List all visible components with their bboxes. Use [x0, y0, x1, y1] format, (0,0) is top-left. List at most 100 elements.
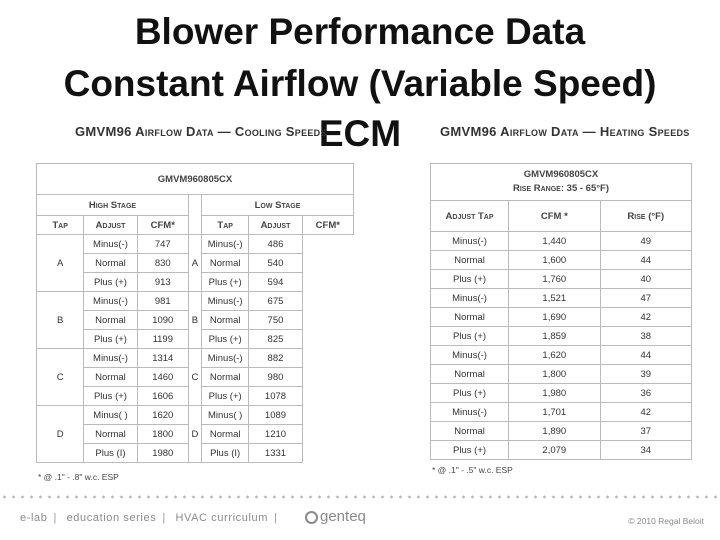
- low-tap-cell: A: [187, 234, 203, 292]
- high-adjust-cell: Normal: [83, 424, 138, 444]
- genteq-logo-text: genteq: [320, 508, 366, 525]
- heating-table-subtitle: GMVM96 Airflow Data — Heating Speeds: [440, 124, 690, 139]
- heating-row: Plus (+) 1,859 38: [429, 326, 693, 346]
- high-cfm-cell: 1199: [136, 329, 189, 349]
- high-cfm-header: CFM*: [136, 215, 189, 235]
- low-cfm-cell: 1210: [248, 424, 303, 444]
- high-cfm-cell: 981: [136, 291, 189, 311]
- heating-row: Plus (+) 2,079 34: [429, 440, 693, 460]
- heat-cfm-cell: 1,440: [508, 231, 601, 251]
- heat-rise-cell: 34: [599, 440, 693, 460]
- heat-cfm-cell: 1,701: [508, 402, 601, 422]
- heat-rise-cell: 40: [599, 269, 693, 289]
- heat-adjust-cell: Normal: [429, 421, 510, 441]
- low-adjust-cell: Normal: [201, 253, 250, 273]
- heat-rise-cell: 39: [599, 364, 693, 384]
- heat-adjust-cell: Minus(-): [429, 288, 510, 308]
- low-adjust-header: Adjust: [248, 215, 303, 235]
- heating-footnote: * @ .1" - .5" w.c. ESP: [432, 465, 513, 475]
- heat-cfm-cell: 1,980: [508, 383, 601, 403]
- low-adjust-cell: Normal: [201, 367, 250, 387]
- high-adjust-cell: Plus (+): [83, 272, 138, 292]
- high-adjust-cell: Minus(-): [83, 234, 138, 254]
- footer-curriculum: HVAC curriculum: [175, 512, 268, 524]
- high-cfm-cell: 913: [136, 272, 189, 292]
- heat-adjust-cell: Normal: [429, 250, 510, 270]
- cooling-row: A Minus(-) 747 A Minus(-) 486: [35, 234, 354, 292]
- low-adjust-cell: Minus( ): [201, 405, 250, 425]
- footer-elab: e-lab: [20, 512, 48, 524]
- low-cfm-cell: 980: [248, 367, 303, 387]
- cooling-airflow-table: GMVM960805CX High Stage Low Stage Tap Ad…: [35, 163, 355, 463]
- cooling-footnote: * @ .1" - .8" w.c. ESP: [38, 472, 119, 482]
- heating-model: GMVM960805CX: [523, 169, 599, 180]
- high-cfm-cell: 1980: [136, 443, 189, 463]
- heat-rise-cell: 42: [599, 307, 693, 327]
- high-cfm-cell: 1090: [136, 310, 189, 330]
- low-cfm-cell: 594: [248, 272, 303, 292]
- low-tap-cell: D: [187, 405, 203, 463]
- low-adjust-cell: Plus (+): [201, 329, 250, 349]
- cooling-row: Normal 1460 Normal 980: [37, 367, 354, 387]
- heat-rise-header: Rise (°F): [599, 200, 693, 232]
- heating-airflow-table: GMVM960805CX Rise Range: 35 - 65°F) Adju…: [429, 163, 693, 460]
- cooling-row: B Minus(-) 981 B Minus(-) 675: [35, 291, 354, 349]
- high-stage-header: High Stage: [36, 194, 189, 216]
- low-cfm-cell: 540: [248, 253, 303, 273]
- heat-cfm-cell: 1,800: [508, 364, 601, 384]
- heat-adjust-cell: Normal: [429, 307, 510, 327]
- low-cfm-header: CFM*: [301, 215, 355, 235]
- high-cfm-cell: 830: [136, 253, 189, 273]
- heat-rise-cell: 49: [599, 231, 693, 251]
- heat-cfm-cell: 1,690: [508, 307, 601, 327]
- cooling-row: Plus (I) 1980 Plus (I) 1331: [37, 443, 354, 463]
- high-cfm-cell: 747: [136, 234, 189, 254]
- high-cfm-cell: 1606: [136, 386, 189, 406]
- low-cfm-cell: 825: [248, 329, 303, 349]
- heating-row: Plus (+) 1,980 36: [429, 383, 693, 403]
- heat-adjust-cell: Minus(-): [429, 345, 510, 365]
- low-adjust-cell: Minus(-): [201, 348, 250, 368]
- table-gap: [187, 194, 203, 235]
- heat-cfm-cell: 1,859: [508, 326, 601, 346]
- heat-adjust-cell: Plus (+): [429, 326, 510, 346]
- cooling-model-header: GMVM960805CX: [36, 163, 354, 195]
- slide-title-line2: Constant Airflow (Variable Speed): [63, 63, 657, 104]
- heat-cfm-cell: 1,600: [508, 250, 601, 270]
- heat-cfm-cell: 1,760: [508, 269, 601, 289]
- heat-cfm-cell: 1,620: [508, 345, 601, 365]
- heat-rise-cell: 44: [599, 345, 693, 365]
- heat-rise-cell: 44: [599, 250, 693, 270]
- low-stage-header: Low Stage: [201, 194, 354, 216]
- low-adjust-cell: Minus(-): [201, 234, 250, 254]
- heat-rise-cell: 36: [599, 383, 693, 403]
- footer-series: education series: [66, 512, 157, 524]
- high-adjust-cell: Minus(-): [83, 291, 138, 311]
- heat-cfm-cell: 2,079: [508, 440, 601, 460]
- low-cfm-cell: 1331: [248, 443, 303, 463]
- low-cfm-cell: 675: [248, 291, 303, 311]
- heating-model-header: GMVM960805CX Rise Range: 35 - 65°F): [430, 163, 692, 201]
- low-cfm-cell: 750: [248, 310, 303, 330]
- high-adjust-cell: Minus( ): [83, 405, 138, 425]
- cooling-row: Normal 1800 Normal 1210: [37, 424, 354, 444]
- heat-rise-cell: 47: [599, 288, 693, 308]
- high-tap-cell: A: [35, 234, 85, 292]
- heat-cfm-header: CFM *: [508, 200, 601, 232]
- high-adjust-cell: Plus (+): [83, 329, 138, 349]
- cooling-row: C Minus(-) 1314 C Minus(-) 882: [35, 348, 354, 406]
- high-adjust-cell: Plus (+): [83, 386, 138, 406]
- high-adjust-cell: Plus (I): [83, 443, 138, 463]
- heat-adjust-cell: Minus(-): [429, 231, 510, 251]
- low-tap-cell: C: [187, 348, 203, 406]
- heat-adjust-cell: Normal: [429, 364, 510, 384]
- heat-adjust-cell: Minus(-): [429, 402, 510, 422]
- low-cfm-cell: 882: [248, 348, 303, 368]
- low-tap-cell: B: [187, 291, 203, 349]
- high-adjust-cell: Normal: [83, 367, 138, 387]
- cooling-row: Plus (+) 913 Plus (+) 594: [37, 272, 354, 292]
- low-cfm-cell: 1078: [248, 386, 303, 406]
- heat-adjust-cell: Plus (+): [429, 269, 510, 289]
- heat-adjust-cell: Plus (+): [429, 383, 510, 403]
- copyright: © 2010 Regal Beloit: [628, 516, 704, 526]
